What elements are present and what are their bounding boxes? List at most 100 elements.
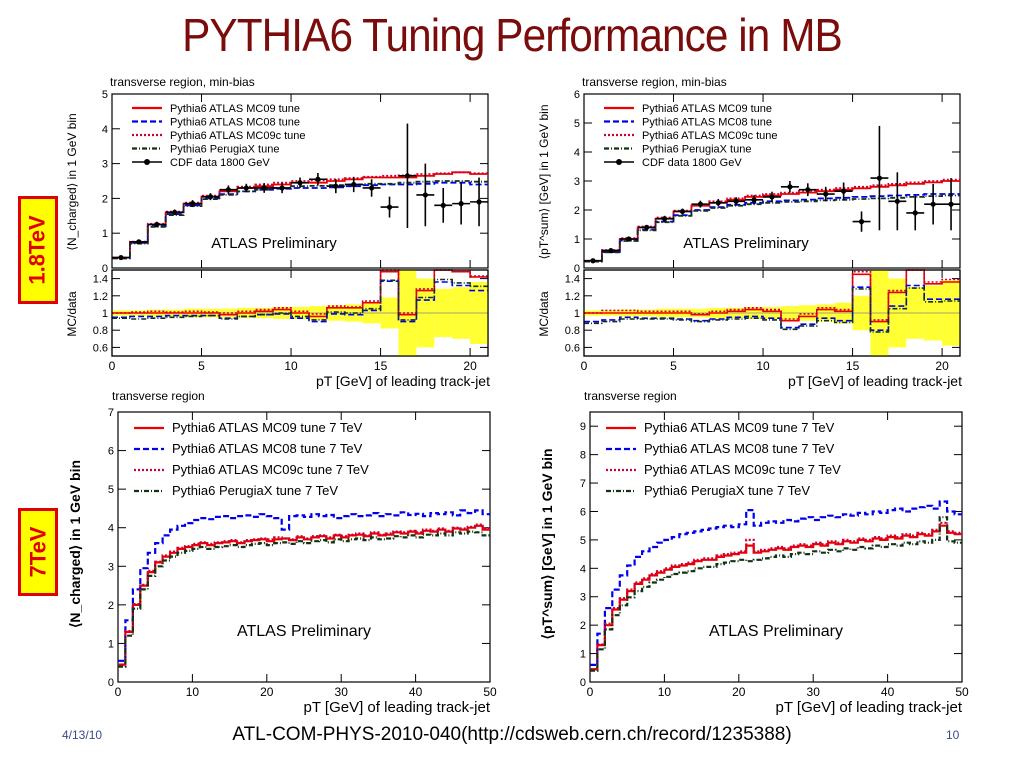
tl-legend-mc09: Pythia6 ATLAS MC09 tune bbox=[170, 103, 300, 115]
energy-badge-1.8tev: 1.8TeV bbox=[18, 196, 58, 304]
tl-series-perugia bbox=[112, 180, 488, 260]
tl-ylabel: ⟨N_charged⟩ in 1 GeV bin bbox=[65, 113, 79, 250]
bl-legend-mc09c: Pythia6 ATLAS MC09c tune 7 TeV bbox=[172, 462, 369, 477]
tr-data-point bbox=[787, 184, 793, 190]
br-ytick-label: 2 bbox=[580, 620, 586, 632]
tr-series-mc08 bbox=[584, 193, 960, 263]
tr-data-point bbox=[841, 188, 847, 194]
br-ylabel: ⟨pT^sum⟩ [GeV] in 1 GeV bin bbox=[539, 448, 555, 639]
tr-main-ytick-label: 2 bbox=[574, 205, 580, 217]
bl-ylabel: ⟨N_charged⟩ in 1 GeV bin bbox=[67, 460, 83, 628]
tl-xlabel: pT [GeV] of leading track-jet bbox=[316, 373, 490, 389]
tr-ratio-perugia bbox=[584, 287, 960, 333]
tr-series-perugia bbox=[584, 194, 960, 263]
bl-xtick-label: 0 bbox=[115, 685, 122, 699]
tl-legend-data: CDF data 1800 GeV bbox=[170, 157, 270, 169]
tr-ratio-ylabel: MC/data bbox=[537, 291, 551, 337]
tl-data-point bbox=[243, 185, 249, 191]
tl-legend-perugia: Pythia6 PerugiaX tune bbox=[170, 144, 279, 156]
tr-ratio-ytick-label: 0.6 bbox=[565, 342, 580, 354]
tl-ratio-xtick-label: 10 bbox=[284, 359, 298, 373]
bl-xtick-label: 40 bbox=[409, 685, 423, 699]
tl-ratio-ytick-label: 0.8 bbox=[93, 325, 108, 337]
chart-top-right: transverse region, min-bias 0 1 2 3 4 5 6 Pythia… bbox=[537, 75, 962, 389]
br-xtick-label: 30 bbox=[807, 685, 821, 699]
tr-main-ytick-label: 6 bbox=[574, 89, 580, 101]
br-legend-mc08: Pythia6 ATLAS MC08 tune 7 TeV bbox=[644, 441, 835, 456]
tr-legend-mc09: Pythia6 ATLAS MC09 tune bbox=[642, 103, 772, 115]
bl-ytick-label: 6 bbox=[108, 446, 114, 458]
br-legend-mc09: Pythia6 ATLAS MC09 tune 7 TeV bbox=[644, 420, 835, 435]
tr-ratio-ytick-label: 0.8 bbox=[565, 325, 580, 337]
bl-xtick-label: 50 bbox=[483, 685, 497, 699]
br-legend-mc09c: Pythia6 ATLAS MC09c tune 7 TeV bbox=[644, 462, 841, 477]
tl-ratio-mc08 bbox=[112, 280, 488, 323]
tr-ratio-xtick-label: 20 bbox=[935, 359, 949, 373]
br-xtick-label: 0 bbox=[587, 685, 594, 699]
tl-main-ytick-label: 0 bbox=[102, 263, 108, 275]
tr-main-ytick-label: 1 bbox=[574, 234, 580, 246]
tr-data-point bbox=[894, 198, 900, 204]
tl-ratio-ytick-label: 0.6 bbox=[93, 342, 108, 354]
tl-data-point bbox=[440, 202, 446, 208]
tr-data-point bbox=[715, 200, 721, 206]
tr-ratio-ytick-label: 1 bbox=[574, 308, 580, 320]
tl-ratio-perugia bbox=[112, 278, 488, 321]
tr-legend-marker-dot bbox=[616, 159, 622, 165]
br-ytick-label: 0 bbox=[580, 677, 586, 689]
bl-ytick-label: 7 bbox=[108, 407, 114, 419]
bl-annotation: ATLAS Preliminary bbox=[237, 623, 371, 640]
tr-title: transverse region, min-bias bbox=[582, 75, 727, 89]
tl-data-point bbox=[351, 181, 357, 188]
tr-series-mc09c bbox=[584, 178, 960, 262]
br-series-mc09 bbox=[590, 524, 962, 671]
br-annotation: ATLAS Preliminary bbox=[709, 623, 843, 640]
tr-data-point bbox=[644, 224, 650, 230]
br-ytick-label: 3 bbox=[580, 592, 586, 604]
bl-ytick-label: 4 bbox=[108, 523, 114, 535]
br-ytick-label: 9 bbox=[580, 421, 586, 433]
br-series-perugia bbox=[590, 516, 962, 672]
tr-ratio-ytick-label: 1.2 bbox=[565, 291, 580, 303]
bl-xtick-label: 10 bbox=[186, 685, 200, 699]
bl-ytick-label: 1 bbox=[108, 638, 114, 650]
footer-date: 4/13/10 bbox=[62, 728, 103, 742]
bl-series-mc09 bbox=[118, 524, 490, 666]
chart-bottom-left: transverse region 0 10 20 30 40 50 0 1 2 3 4 5 6 7 Pyth… bbox=[67, 389, 497, 716]
bl-ytick-label: 3 bbox=[108, 561, 114, 573]
bl-legend-perugia: Pythia6 PerugiaX tune 7 TeV bbox=[172, 483, 338, 498]
br-xtick-label: 10 bbox=[658, 685, 672, 699]
tl-data-point bbox=[279, 185, 285, 191]
tl-data-point bbox=[422, 192, 428, 198]
bl-xlabel: pT [GeV] of leading track-jet bbox=[304, 699, 491, 716]
br-series-mc08 bbox=[590, 500, 962, 666]
tl-data-point bbox=[154, 221, 160, 228]
tr-ratio-xtick-label: 0 bbox=[581, 359, 588, 373]
bl-ytick-label: 5 bbox=[108, 484, 114, 496]
tl-data-point bbox=[458, 201, 464, 207]
tl-legend-marker-dot bbox=[144, 159, 150, 165]
tl-data-point bbox=[261, 185, 267, 191]
tl-ratio-mc09c bbox=[112, 269, 488, 315]
tl-annotation: ATLAS Preliminary bbox=[211, 235, 337, 252]
tl-data-point bbox=[189, 201, 196, 207]
footer-reference: ATL-COM-PHYS-2010-040(http://cdsweb.cern… bbox=[232, 724, 792, 745]
tr-main-ytick-label: 5 bbox=[574, 118, 580, 130]
br-xtick-label: 50 bbox=[955, 685, 969, 699]
tr-data-point bbox=[679, 208, 686, 215]
bl-legend-mc08: Pythia6 ATLAS MC08 tune 7 TeV bbox=[172, 441, 363, 456]
chart-top-left: transverse region, min-bias 0 1 2 3 4 5 Pythia6… bbox=[65, 75, 490, 389]
tr-xlabel: pT [GeV] of leading track-jet bbox=[788, 373, 962, 389]
tl-ratio-frame-top bbox=[111, 269, 489, 357]
tr-main-ytick-label: 4 bbox=[574, 147, 580, 159]
tr-data-point bbox=[876, 175, 883, 181]
tl-data-point bbox=[404, 173, 411, 179]
tr-ylabel: ⟨pT^sum⟩ [GeV] in 1 GeV bin bbox=[537, 104, 551, 259]
tl-data-point bbox=[315, 176, 321, 182]
tl-legend-mc08: Pythia6 ATLAS MC08 tune bbox=[170, 117, 300, 129]
tr-ratio-ytick-label: 1.4 bbox=[565, 274, 580, 286]
br-title: transverse region bbox=[584, 389, 677, 403]
tr-data-point bbox=[608, 248, 614, 254]
tr-data-point bbox=[733, 198, 739, 204]
slide-title: PYTHIA6 Tuning Performance in MB bbox=[182, 9, 843, 61]
